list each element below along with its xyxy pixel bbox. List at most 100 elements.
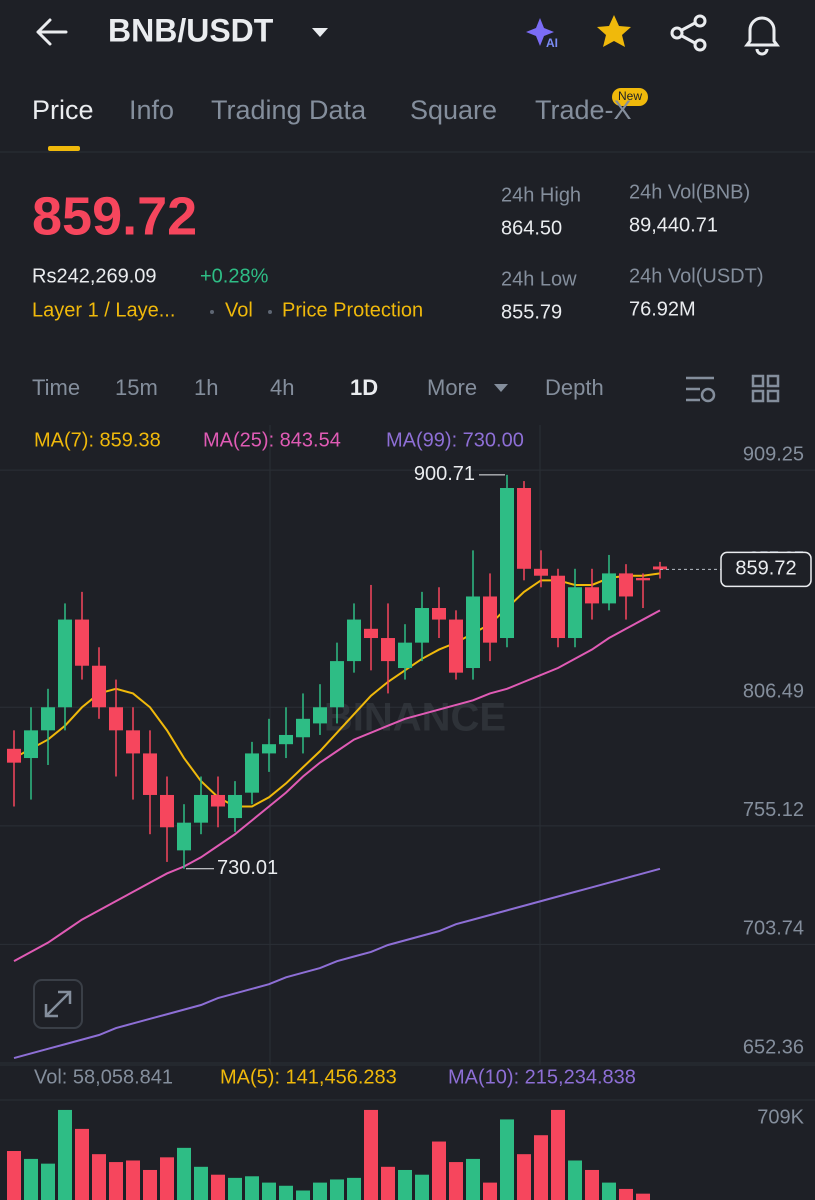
y-tick-label: 703.74 bbox=[743, 918, 804, 940]
volume-bar bbox=[126, 1160, 140, 1200]
candle-body bbox=[398, 642, 412, 669]
volume-bar bbox=[585, 1169, 599, 1200]
layout-button[interactable] bbox=[751, 374, 780, 403]
y-tick-label: 909.25 bbox=[743, 443, 804, 465]
favorite-star[interactable] bbox=[597, 15, 631, 47]
tab[interactable]: Trade-X bbox=[535, 95, 632, 125]
volume-bar bbox=[636, 1193, 650, 1200]
tag[interactable]: Vol bbox=[225, 299, 253, 321]
fiat-price: Rs242,269.09 bbox=[32, 265, 157, 287]
ma-line bbox=[13, 867, 661, 1060]
tag[interactable]: Price Protection bbox=[282, 299, 423, 321]
volume-bar bbox=[279, 1185, 293, 1200]
last-price-label: 859.72 bbox=[735, 558, 796, 580]
volume-bar bbox=[75, 1128, 89, 1200]
tab[interactable]: Price bbox=[32, 95, 94, 125]
interval-tab[interactable]: Depth bbox=[545, 375, 604, 400]
volume-bar bbox=[534, 1135, 548, 1200]
candle-body bbox=[415, 608, 429, 643]
stat-label: 24h High bbox=[501, 184, 581, 206]
candle-body bbox=[41, 707, 55, 731]
interval-tab[interactable]: Time bbox=[32, 375, 80, 400]
stat-value: 855.79 bbox=[501, 301, 562, 323]
volume-bar bbox=[58, 1109, 72, 1200]
volume-bar bbox=[602, 1182, 616, 1200]
separator bbox=[210, 310, 214, 314]
stat-value: 89,440.71 bbox=[629, 214, 718, 236]
candle-body bbox=[330, 661, 344, 708]
expand-button[interactable] bbox=[33, 979, 83, 1029]
volume-bar bbox=[211, 1174, 225, 1200]
ai-button[interactable] bbox=[526, 18, 554, 46]
candle-body bbox=[602, 573, 616, 604]
last-price-box bbox=[720, 551, 812, 588]
candle-body bbox=[347, 619, 361, 662]
ma-legend: MA(25): 843.54 bbox=[203, 429, 341, 451]
volume-bar bbox=[194, 1166, 208, 1200]
candle-body bbox=[24, 730, 38, 759]
candle-body bbox=[500, 488, 514, 639]
candle-body bbox=[7, 748, 21, 763]
stat-label: 24h Vol(USDT) bbox=[629, 265, 764, 287]
indicator-settings[interactable] bbox=[686, 376, 716, 403]
volume-bar bbox=[228, 1177, 242, 1200]
volume-bar bbox=[364, 1109, 378, 1200]
more-dropdown bbox=[494, 384, 508, 392]
volume-bar bbox=[143, 1169, 157, 1200]
share-button[interactable] bbox=[670, 14, 707, 52]
volume-bar bbox=[92, 1154, 106, 1200]
candle-body bbox=[636, 578, 650, 581]
volume-bar bbox=[313, 1182, 327, 1200]
volume-bar bbox=[415, 1174, 429, 1200]
candle-body bbox=[585, 587, 599, 604]
volume-legend: MA(5): 141,456.283 bbox=[220, 1066, 397, 1088]
tab[interactable]: Info bbox=[129, 95, 174, 125]
candle-body bbox=[381, 638, 395, 662]
ai-badge: AI bbox=[546, 36, 558, 50]
tab[interactable]: Trading Data bbox=[211, 95, 367, 125]
stat-label: 24h Vol(BNB) bbox=[629, 181, 750, 203]
candle-body bbox=[109, 707, 123, 731]
interval-tab[interactable]: 15m bbox=[115, 375, 158, 400]
volume-bar bbox=[177, 1147, 191, 1200]
tab[interactable]: Square bbox=[410, 95, 497, 125]
candle-body bbox=[432, 608, 446, 620]
stat-value: 76.92M bbox=[629, 298, 696, 320]
y-tick-label: 652.36 bbox=[743, 1036, 804, 1058]
candle-body bbox=[313, 707, 327, 724]
candle-body bbox=[364, 628, 378, 639]
interval-tab[interactable]: More bbox=[427, 375, 477, 400]
interval-tab[interactable]: 1h bbox=[194, 375, 218, 400]
y-tick-label: 806.49 bbox=[743, 681, 804, 703]
candle-body bbox=[160, 794, 174, 828]
annotation: 900.71 bbox=[414, 463, 475, 485]
volume-bar bbox=[347, 1177, 361, 1200]
candle-body bbox=[296, 718, 310, 738]
interval-tab[interactable]: 4h bbox=[270, 375, 294, 400]
candle-body bbox=[653, 566, 667, 570]
pair-dropdown[interactable] bbox=[312, 28, 328, 37]
last-price: 859.72 bbox=[32, 186, 197, 246]
new-badge-bg bbox=[612, 88, 648, 106]
tag[interactable]: Layer 1 / Laye... bbox=[32, 299, 175, 321]
candle-body bbox=[517, 488, 531, 569]
candle-body bbox=[194, 794, 208, 823]
volume-bar bbox=[432, 1141, 446, 1200]
candle-body bbox=[75, 619, 89, 666]
interval-tab[interactable]: 1D bbox=[350, 375, 378, 400]
ma-legend: MA(99): 730.00 bbox=[386, 429, 524, 451]
volume-legend: Vol: 58,058.841 bbox=[34, 1066, 173, 1088]
volume-bar bbox=[296, 1190, 310, 1200]
chart: 909.25 806.49 755.12 703.74 652.36 BINANCE MA(… bbox=[0, 425, 815, 1200]
price-change: +0.28% bbox=[200, 265, 269, 287]
y-tick-label: 755.12 bbox=[743, 799, 804, 821]
candle-body bbox=[449, 619, 463, 673]
volume-bar bbox=[466, 1158, 480, 1200]
volume-bar bbox=[398, 1169, 412, 1200]
back-button[interactable] bbox=[36, 18, 68, 46]
volume-bar bbox=[41, 1163, 55, 1200]
notification-bell[interactable] bbox=[744, 16, 780, 56]
pair-title[interactable]: BNB/USDT bbox=[108, 12, 274, 48]
candle-body bbox=[211, 794, 225, 807]
